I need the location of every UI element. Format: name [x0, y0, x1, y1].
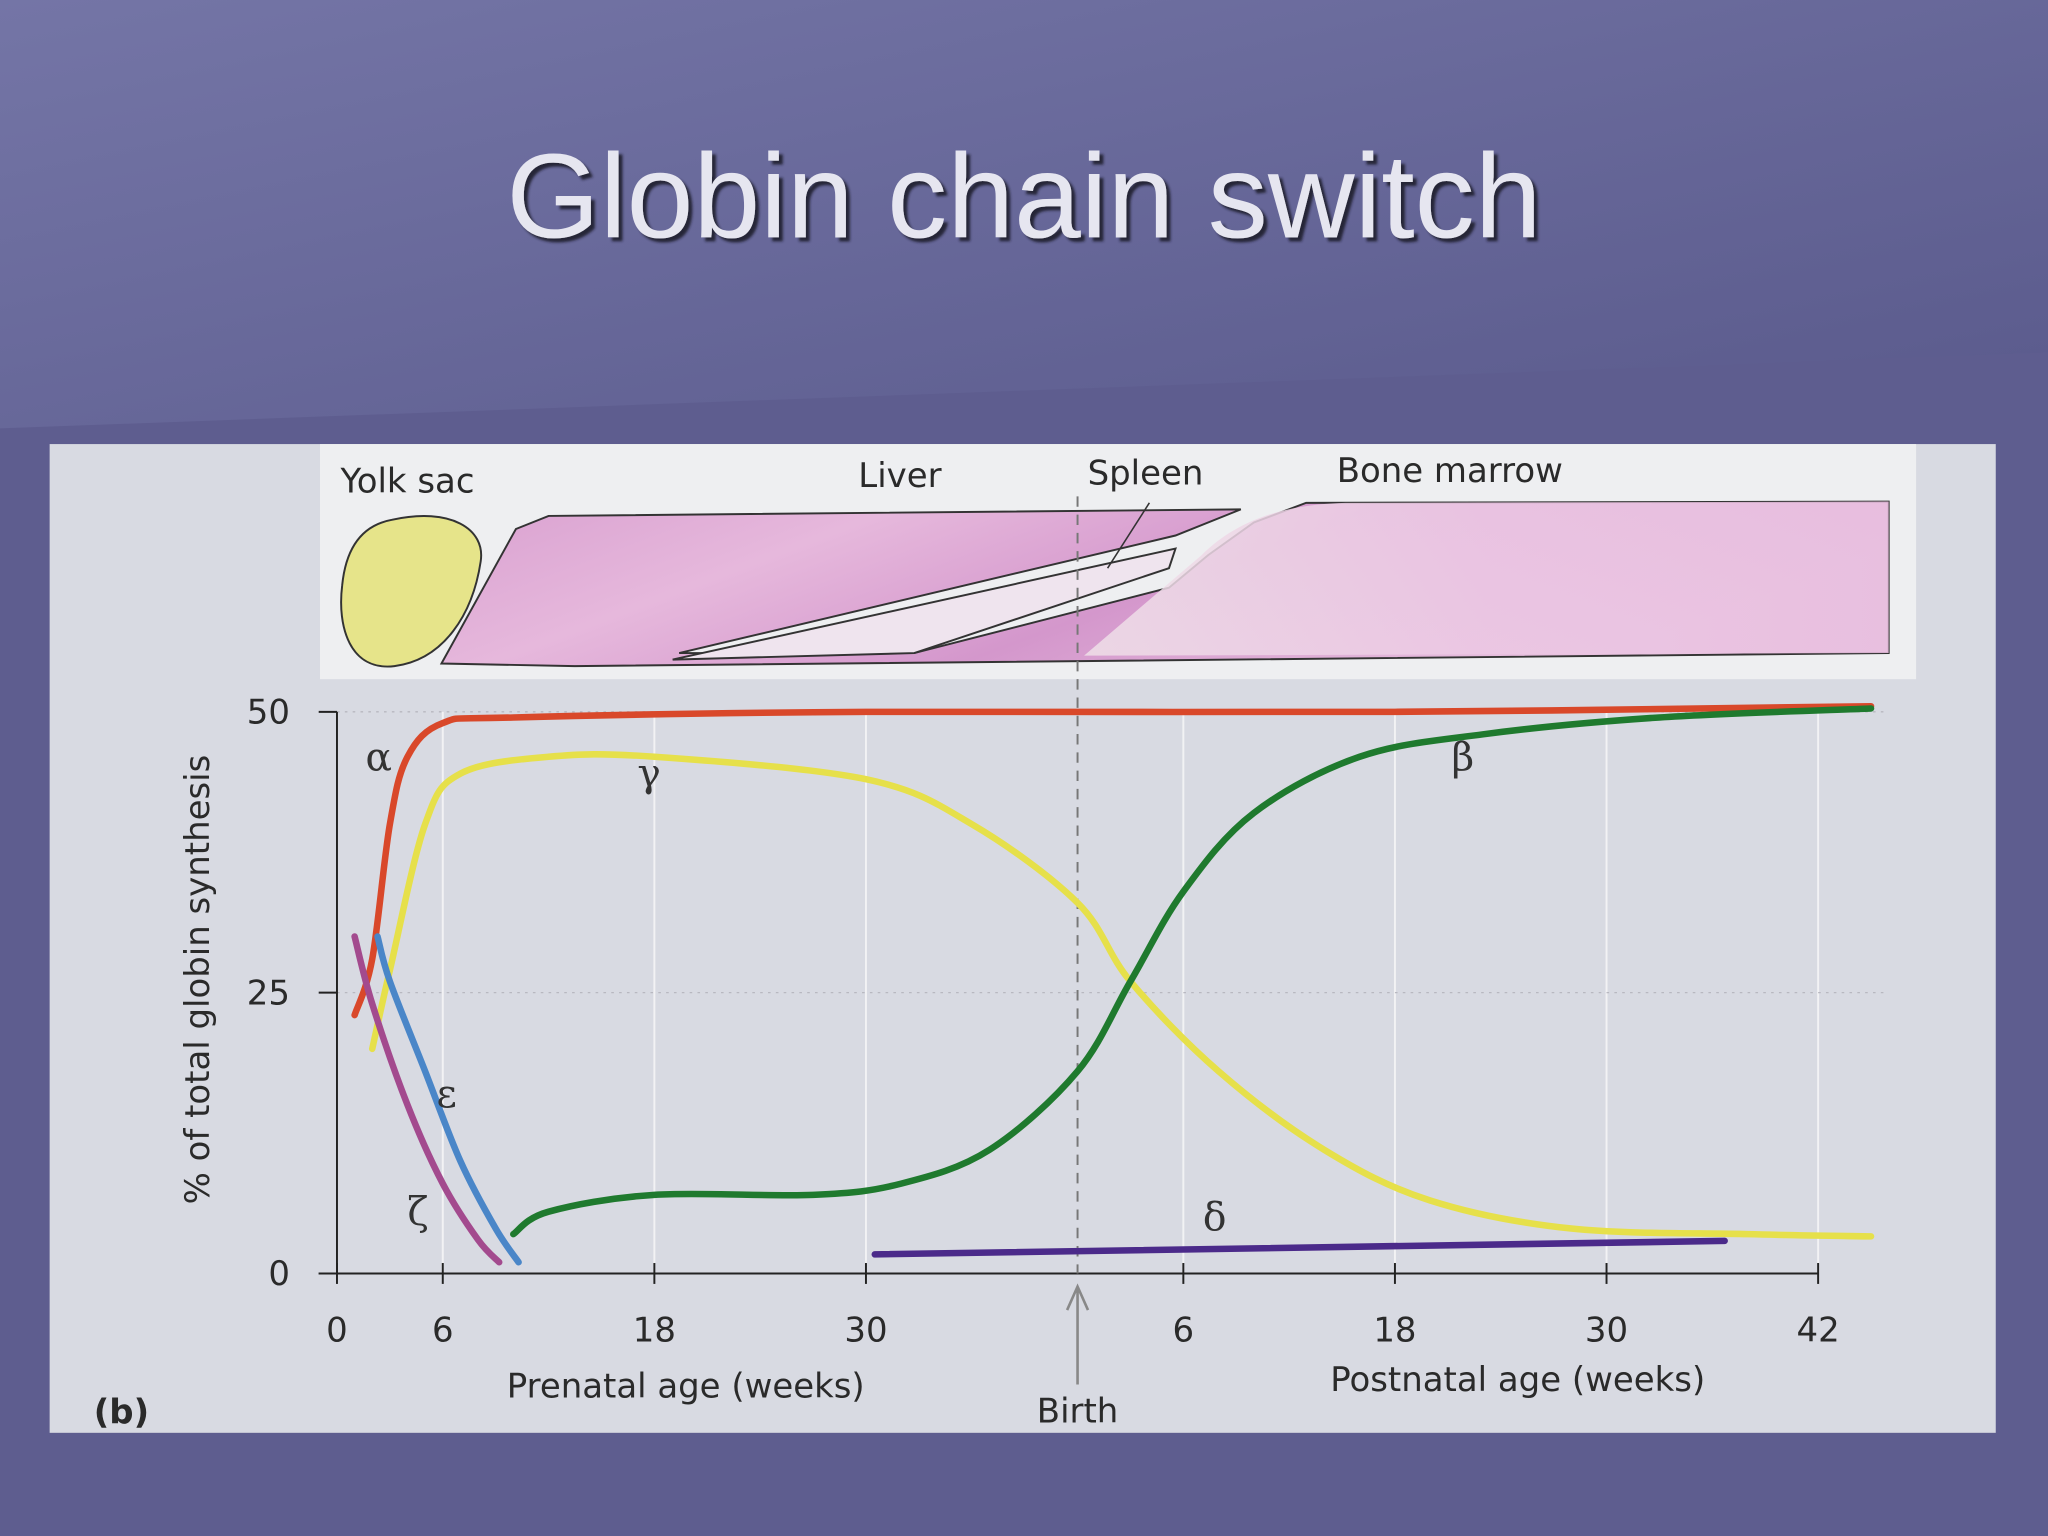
x-tick-label: 6	[1173, 1310, 1195, 1350]
x-tick-label: 6	[432, 1310, 454, 1350]
region-label: Yolk sac	[340, 461, 475, 501]
series-label: γ	[637, 751, 660, 796]
series-line	[351, 933, 503, 1266]
spleen-pointer	[1106, 502, 1151, 569]
region-label: Bone marrow	[1337, 451, 1563, 491]
x-tick-label: 18	[1373, 1310, 1416, 1350]
region-label: Spleen	[1088, 454, 1204, 494]
series-line	[351, 702, 1875, 1019]
series-label: β	[1452, 736, 1475, 781]
x-axis-label: Prenatal age (weeks)	[507, 1367, 865, 1407]
header-band	[0, 0, 2048, 429]
series-line	[368, 751, 1875, 1240]
birth-label: Birth	[1037, 1391, 1118, 1431]
series-line	[871, 1237, 1728, 1258]
region-label: Liver	[858, 456, 941, 496]
birth-arrow	[1065, 1283, 1090, 1385]
series-line	[510, 705, 1875, 1238]
slide-title: Globin chain switch	[506, 130, 1541, 264]
series-line	[374, 933, 522, 1266]
x-tick-label: 30	[844, 1310, 887, 1350]
y-tick-label: 0	[268, 1254, 290, 1294]
x-axis-label: Postnatal age (weeks)	[1330, 1360, 1705, 1400]
series-label: δ	[1203, 1195, 1227, 1240]
x-tick-label: 18	[633, 1310, 676, 1350]
y-tick-label: 25	[247, 973, 290, 1013]
y-tick-label: 50	[247, 693, 290, 733]
series-label: ε	[437, 1073, 457, 1118]
y-axis-label: % of total globin synthesis	[178, 755, 218, 1205]
bone-marrow-shape	[1084, 501, 1889, 656]
yolk-sac-shape	[340, 515, 483, 668]
series-label: ζ	[407, 1190, 428, 1235]
x-tick-label: 42	[1797, 1310, 1840, 1350]
series-label: α	[366, 736, 392, 781]
x-tick-label: 0	[326, 1310, 348, 1350]
x-tick-label: 30	[1585, 1310, 1628, 1350]
plot: 0 6 18 30 6 18 30 42 0 25 50 Birth α γ β δ ε ζ	[247, 496, 1889, 1431]
spleen-shape	[672, 547, 1177, 661]
panel-label: (b)	[94, 1393, 149, 1433]
